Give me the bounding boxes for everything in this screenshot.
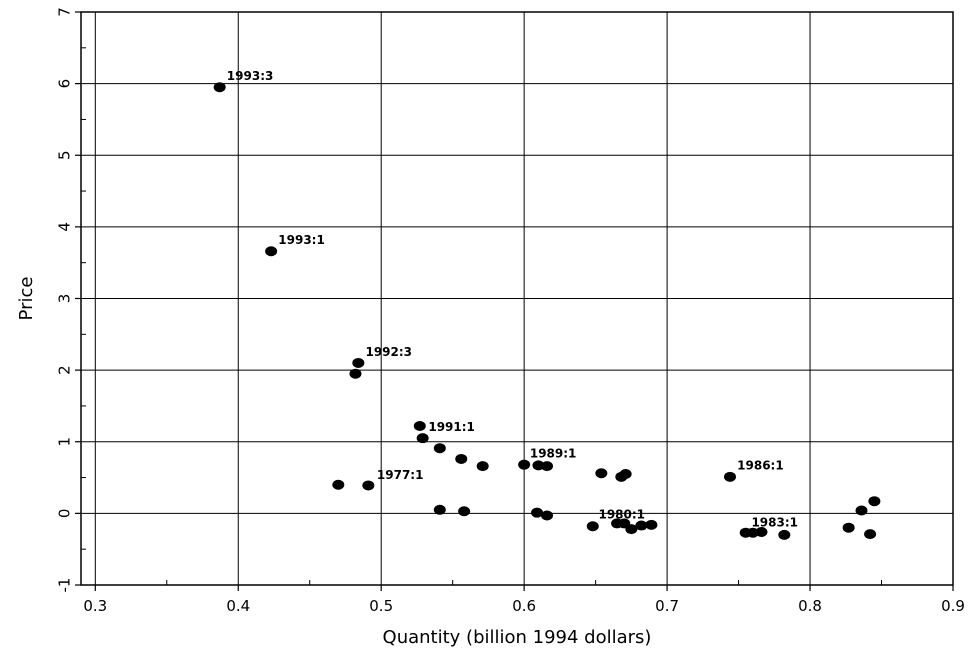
data-point bbox=[541, 461, 554, 472]
data-point bbox=[778, 529, 791, 540]
point-annotation: 1986:1 bbox=[737, 459, 784, 473]
y-tick-label: 5 bbox=[56, 150, 74, 160]
y-tick-label: -1 bbox=[56, 578, 74, 593]
data-point bbox=[541, 510, 554, 521]
data-point bbox=[619, 468, 632, 479]
x-tick-label: 0.9 bbox=[941, 597, 965, 615]
data-point bbox=[352, 357, 365, 368]
point-annotation: 1980:1 bbox=[598, 507, 645, 521]
data-point bbox=[476, 461, 489, 472]
data-point bbox=[413, 420, 426, 431]
y-tick-label: 1 bbox=[56, 437, 74, 447]
data-point bbox=[723, 471, 736, 482]
data-point bbox=[586, 521, 599, 532]
data-point bbox=[265, 246, 278, 257]
data-point bbox=[349, 368, 362, 379]
data-point bbox=[868, 496, 881, 507]
data-point bbox=[842, 522, 855, 533]
y-tick-label: 2 bbox=[56, 365, 74, 375]
x-axis-title: Quantity (billion 1994 dollars) bbox=[383, 627, 652, 648]
data-point bbox=[645, 519, 658, 530]
data-point bbox=[855, 505, 868, 516]
x-tick-label: 0.7 bbox=[655, 597, 679, 615]
x-tick-label: 0.6 bbox=[512, 597, 536, 615]
point-annotation: 1977:1 bbox=[377, 468, 424, 482]
data-points bbox=[213, 82, 881, 540]
data-point bbox=[458, 506, 471, 517]
point-annotation: 1993:3 bbox=[227, 69, 274, 83]
plot-frame bbox=[80, 11, 954, 586]
point-annotations: 1993:3 1993:1 1992:3 1991:1 1977:1 1989:1 1980… bbox=[227, 69, 798, 529]
data-point bbox=[332, 479, 345, 490]
data-point bbox=[755, 526, 768, 537]
y-tick-label: 6 bbox=[56, 79, 74, 89]
x-tick-label: 0.3 bbox=[83, 597, 107, 615]
point-annotation: 1989:1 bbox=[530, 447, 577, 461]
y-tick-label: 7 bbox=[56, 7, 74, 17]
data-point bbox=[433, 504, 446, 515]
data-point bbox=[625, 524, 638, 535]
data-point bbox=[864, 529, 877, 540]
grid bbox=[81, 11, 954, 586]
data-point bbox=[455, 453, 468, 464]
data-point bbox=[416, 433, 429, 444]
x-tick-label: 0.8 bbox=[798, 597, 822, 615]
y-axis-title: Price bbox=[16, 277, 37, 321]
point-annotation: 1992:3 bbox=[365, 345, 412, 359]
data-point bbox=[595, 468, 608, 479]
x-tick-label: 0.5 bbox=[369, 597, 393, 615]
axis-ticks: 0.3 0.4 0.5 0.6 0.7 0.8 0.9 -1 0 1 2 3 4 5 6 7 bbox=[56, 7, 965, 615]
data-point bbox=[433, 443, 446, 454]
data-point bbox=[531, 507, 544, 518]
y-tick-label: 0 bbox=[56, 509, 74, 519]
data-point bbox=[635, 520, 648, 531]
data-point bbox=[518, 459, 531, 470]
point-annotation: 1983:1 bbox=[751, 515, 798, 529]
x-tick-label: 0.4 bbox=[226, 597, 250, 615]
point-annotation: 1993:1 bbox=[278, 233, 325, 247]
point-annotation: 1991:1 bbox=[428, 420, 475, 434]
data-point bbox=[213, 82, 226, 93]
y-tick-label: 4 bbox=[56, 222, 74, 232]
y-tick-label: 3 bbox=[56, 294, 74, 304]
data-point bbox=[362, 480, 375, 491]
